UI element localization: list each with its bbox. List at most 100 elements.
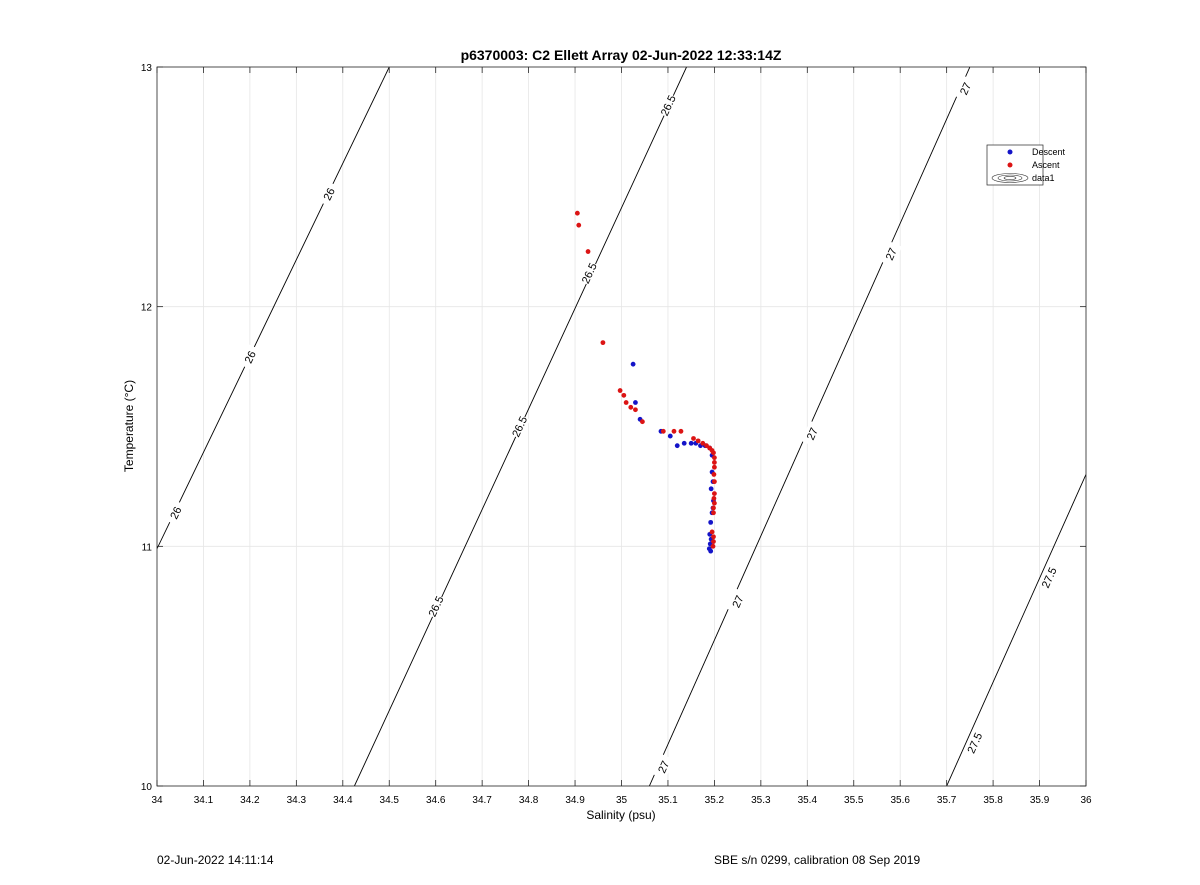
x-tick-label: 35.9: [1030, 795, 1050, 806]
ascent-point: [711, 472, 717, 477]
contour-label: 26: [322, 186, 338, 202]
ascent-point: [691, 436, 696, 441]
ascent-point: [640, 419, 645, 425]
contour-label-mask: [238, 344, 261, 370]
x-tick-label: 34.6: [426, 795, 446, 806]
contour-label: 27: [805, 426, 821, 442]
ascent-point: [617, 388, 623, 393]
contour-label: 27: [731, 594, 747, 610]
ascent-point: [628, 404, 634, 410]
x-tick-label: 35.8: [983, 795, 1003, 806]
ascent-point: [711, 510, 716, 516]
x-axis-label: Salinity (psu): [586, 808, 655, 822]
ascent-point: [711, 505, 716, 511]
x-tick-label: 35.4: [798, 795, 818, 806]
contour-label-mask: [652, 753, 675, 780]
ascent-point: [711, 496, 717, 501]
ascent-point: [711, 450, 716, 456]
legend-ascent-label: Ascent: [1032, 160, 1060, 170]
x-tick-label: 35: [616, 795, 628, 806]
ascent-point: [711, 539, 716, 544]
chart-title: p6370003: C2 Ellett Array 02-Jun-2022 12…: [461, 47, 782, 63]
contour-label-mask: [508, 413, 531, 440]
ascent-point: [700, 440, 706, 446]
ascent-point: [621, 392, 627, 398]
ascent-point: [709, 529, 715, 535]
descent-point: [708, 548, 714, 554]
descent-point: [688, 440, 694, 446]
contour-label-mask: [656, 92, 679, 119]
x-tick-label: 34.9: [565, 795, 585, 806]
x-tick-label: 34.5: [380, 795, 400, 806]
contour-label-mask: [424, 593, 447, 620]
legend-contour-icon: [991, 173, 1029, 183]
contour-label-mask: [317, 181, 340, 207]
legend-ascent-marker: [1007, 162, 1013, 168]
y-axis-label: Temperature (°C): [122, 380, 136, 472]
contour-label-mask: [578, 260, 600, 287]
density-contour-27-5: [946, 474, 1086, 786]
ascent-point: [712, 479, 717, 485]
ascent-point: [710, 543, 716, 549]
legend-descent-label: Descent: [1032, 147, 1066, 157]
x-tick-label: 34: [151, 795, 163, 806]
ascent-point: [585, 249, 591, 254]
print-timestamp: 02-Jun-2022 14:11:14: [157, 853, 274, 867]
descent-point: [708, 519, 714, 525]
axis-ticks: 34 34.1 34.2 34.3 34.4 34.5 34.6 34.7 34.8 34.9 35…: [141, 63, 1092, 806]
density-contour-26: [157, 67, 390, 549]
legend: Descent Ascent data1: [986, 144, 1066, 186]
legend-box: [986, 144, 1044, 186]
x-tick-label: 34.7: [472, 795, 492, 806]
ascent-point: [678, 428, 684, 434]
x-tick-label: 34.4: [333, 795, 353, 806]
y-tick-label: 12: [141, 303, 153, 314]
ascent-point: [712, 464, 717, 470]
ascent-point: [633, 407, 638, 413]
descent-point: [674, 443, 680, 449]
x-tick-label: 34.2: [240, 795, 260, 806]
x-tick-label: 35.2: [705, 795, 725, 806]
contour-label: 26: [243, 349, 259, 365]
x-tick-label: 36: [1080, 795, 1092, 806]
contour-label-mask: [963, 729, 986, 756]
ascent-point: [623, 400, 629, 405]
x-tick-label: 34.3: [287, 795, 307, 806]
ascent-point: [574, 210, 580, 216]
x-tick-label: 35.1: [658, 795, 678, 806]
ascent-point: [695, 438, 701, 444]
contour-label: 27: [884, 246, 900, 262]
ascent-point: [711, 534, 716, 540]
descent-point: [681, 440, 687, 446]
x-tick-label: 35.7: [937, 795, 957, 806]
legend-data1-label: data1: [1032, 173, 1055, 183]
ascent-point: [660, 428, 666, 434]
y-tick-label: 10: [141, 782, 153, 793]
y-tick-label: 11: [142, 542, 153, 553]
ascent-point: [712, 460, 717, 465]
y-tick-label: 13: [141, 63, 153, 74]
data-points: [574, 210, 717, 554]
x-tick-label: 35.6: [890, 795, 910, 806]
contour-label-mask: [164, 499, 187, 526]
contour-label: 27: [958, 81, 974, 97]
descent-point: [667, 433, 673, 439]
x-tick-label: 35.3: [751, 795, 771, 806]
contour-label: 26: [168, 505, 184, 521]
descent-point: [633, 400, 638, 405]
x-tick-label: 34.8: [519, 795, 539, 806]
x-tick-label: 35.5: [844, 795, 864, 806]
legend-descent-marker: [1007, 149, 1013, 155]
contour-label: 27: [656, 759, 672, 775]
x-tick-label: 34.1: [194, 795, 214, 806]
ascent-point: [671, 428, 677, 434]
contour-label-mask: [954, 75, 977, 102]
ascent-point: [712, 455, 717, 461]
ascent-point: [712, 500, 717, 506]
sensor-calibration-note: SBE s/n 0299, calibration 08 Sep 2019: [714, 853, 921, 867]
grid-lines: [156, 66, 1087, 787]
descent-point: [630, 361, 636, 367]
contour-label-mask: [1037, 564, 1060, 591]
ascent-point: [576, 222, 582, 228]
